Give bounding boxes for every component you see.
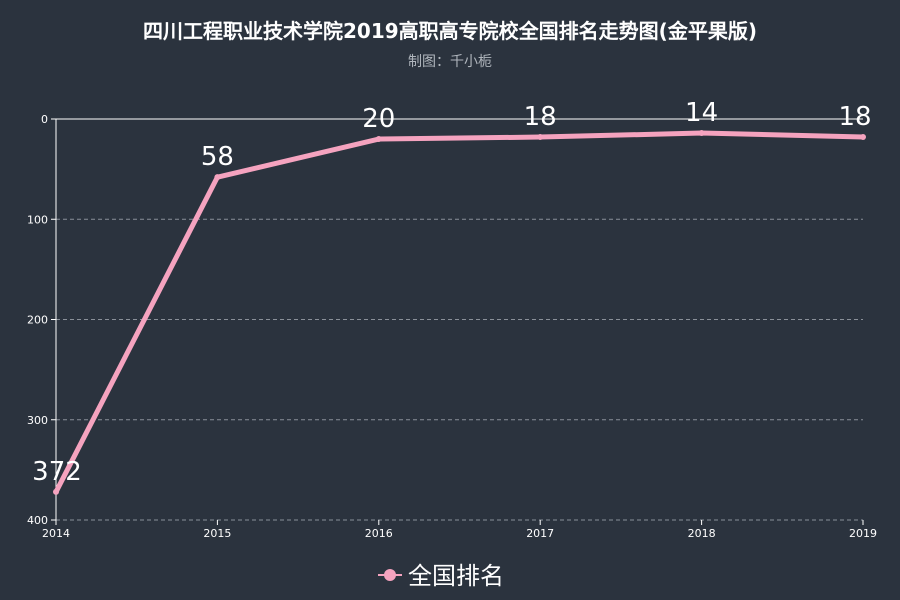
data-label: 18 — [838, 102, 871, 132]
legend-marker-icon — [384, 569, 396, 581]
y-tick-label: 100 — [27, 213, 48, 226]
x-tick-labels: 2014 2015 2016 2017 2018 2019 — [42, 527, 877, 540]
y-tick-label: 0 — [41, 113, 48, 126]
x-tick-label: 2015 — [203, 527, 231, 540]
legend-label: 全国排名 — [408, 562, 504, 590]
data-point[interactable] — [53, 488, 59, 495]
data-point[interactable] — [860, 134, 866, 141]
y-tick-label: 400 — [27, 514, 48, 527]
data-label: 18 — [524, 102, 557, 132]
data-point[interactable] — [537, 134, 544, 141]
y-tick-label: 300 — [27, 414, 48, 427]
chart-title: 四川工程职业技术学院2019高职高专院校全国排名走势图(金平果版) — [143, 19, 757, 43]
x-tick-label: 2014 — [42, 527, 70, 540]
legend[interactable]: 全国排名 — [378, 562, 504, 590]
x-tick-label: 2016 — [365, 527, 393, 540]
axes — [51, 118, 864, 525]
series-layer — [53, 130, 866, 495]
x-tick-label: 2017 — [526, 527, 554, 540]
y-tick-labels: 0 100 200 300 400 — [27, 113, 48, 527]
data-label: 20 — [362, 104, 395, 134]
data-point[interactable] — [214, 174, 221, 181]
data-label: 372 — [32, 457, 82, 487]
data-point[interactable] — [375, 136, 382, 143]
series-line[interactable] — [53, 130, 866, 495]
x-tick-label: 2018 — [688, 527, 716, 540]
data-label: 58 — [201, 142, 234, 172]
y-tick-label: 200 — [27, 314, 48, 327]
grid-lines — [56, 218, 863, 521]
data-label: 14 — [685, 98, 718, 128]
x-tick-label: 2019 — [849, 527, 877, 540]
data-point[interactable] — [698, 130, 705, 137]
chart-subtitle: 制图：千小栀 — [408, 54, 492, 70]
data-labels: 372 58 20 18 14 18 — [32, 98, 871, 487]
